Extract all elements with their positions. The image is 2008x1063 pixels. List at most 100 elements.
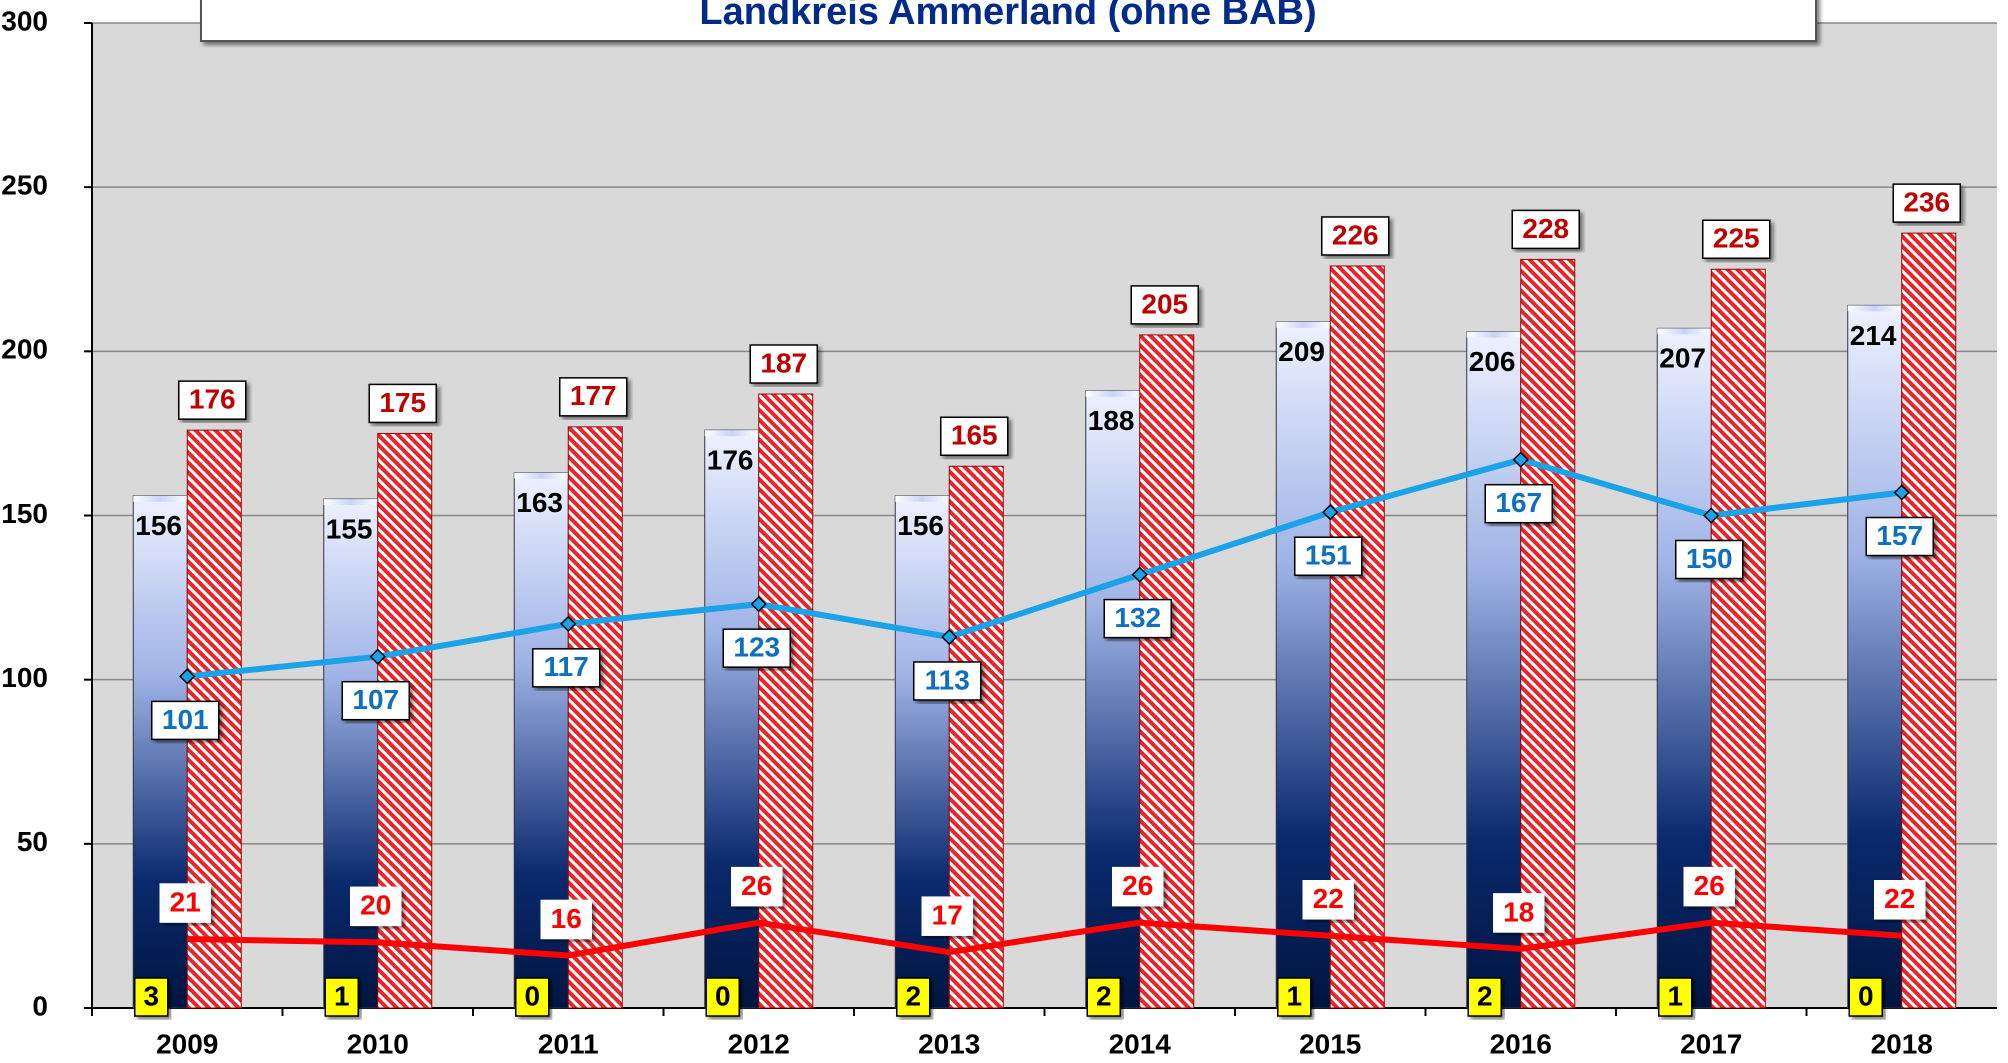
count-label: 1 [334, 980, 350, 1011]
bar-value-label: 156 [135, 510, 182, 541]
bar-value-label: 225 [1713, 223, 1760, 254]
line-value-label: 123 [733, 632, 780, 663]
line-value-label-box [722, 628, 791, 668]
title-box [200, 0, 1817, 42]
bar-value-label-box [178, 380, 247, 420]
count-label: 1 [1286, 980, 1302, 1011]
line-value-label-box [1675, 539, 1744, 580]
line-value-label: 113 [925, 664, 970, 695]
line-value-label-box [1112, 866, 1164, 907]
line-value-label: 167 [1495, 487, 1542, 518]
count-label: 3 [143, 980, 159, 1011]
count-label-box [324, 977, 359, 1017]
line-value-label-box [350, 886, 402, 927]
bar-value-label: 207 [1659, 343, 1706, 374]
bar-cap [323, 499, 378, 506]
line-value-label: 26 [741, 870, 772, 901]
line-value-label: 21 [170, 886, 201, 917]
bar-value-label-box [1702, 219, 1771, 259]
y-tick-label: 200 [1, 334, 48, 365]
x-tick-label: 2018 [1871, 1028, 1933, 1059]
line-value-label: 17 [932, 900, 963, 931]
line-value-label: 22 [1884, 883, 1915, 914]
bar-cap [704, 430, 759, 437]
line-value-label: 22 [1313, 883, 1344, 914]
chart-title: Landkreis Ammerland (ohne BAB) [699, 0, 1316, 33]
count-label-box [705, 977, 740, 1017]
count-label-box [1086, 977, 1121, 1017]
bar-value-label-box [1321, 216, 1390, 256]
count-label: 1 [1667, 980, 1683, 1011]
bar-value-label-box [368, 383, 437, 424]
line [187, 919, 1902, 959]
count-label-box [896, 977, 931, 1017]
x-tick-label: 2009 [156, 1028, 218, 1059]
bar [132, 495, 188, 1009]
x-tick-label: 2016 [1490, 1028, 1552, 1059]
bar-value-label: 177 [570, 380, 617, 411]
bar-value-label: 226 [1332, 219, 1379, 250]
bar [758, 393, 814, 1009]
point [179, 668, 196, 685]
bar-value-label-box [1511, 209, 1580, 250]
line-value-label-box [1103, 598, 1172, 639]
bar-cap [1657, 328, 1712, 335]
line [186, 456, 1903, 680]
y-tick-label: 100 [1, 662, 48, 693]
line-value-label-box [540, 899, 592, 940]
line-value-label-box [532, 648, 601, 688]
line-value-label-box [1294, 536, 1363, 576]
point [1893, 484, 1910, 501]
bar [1139, 334, 1195, 1009]
x-tick-label: 2011 [538, 1028, 599, 1059]
y-tick-label: 300 [1, 5, 48, 36]
bar-value-label: 165 [951, 420, 998, 451]
count-label: 2 [905, 980, 921, 1011]
line-value-label: 26 [1122, 870, 1153, 901]
bar-value-label-box [749, 344, 818, 384]
point [1322, 504, 1339, 521]
line-value-label-box [1683, 866, 1735, 907]
x-tick-label: 2015 [1299, 1028, 1361, 1059]
line-value-label-box [921, 896, 973, 936]
line-value-label: 117 [544, 651, 589, 682]
count-label-box [1277, 977, 1312, 1017]
bar-value-label: 175 [379, 387, 426, 418]
bar [1901, 232, 1957, 1009]
bar [323, 498, 379, 1009]
line-value-label-box [1493, 893, 1545, 933]
bar-cap [133, 495, 188, 502]
line-value-label: 20 [360, 890, 391, 921]
point [941, 628, 958, 646]
line-value-label: 26 [1694, 870, 1725, 901]
line-value-label: 151 [1305, 540, 1352, 571]
line-value-label: 132 [1114, 602, 1161, 633]
y-tick-label: 150 [1, 498, 48, 529]
line-value-label-box [159, 883, 211, 923]
x-tick-label: 2017 [1680, 1028, 1742, 1059]
bar-cap [1466, 331, 1521, 338]
y-tick-label: 0 [32, 990, 48, 1021]
bar-value-label: 155 [326, 513, 373, 544]
bar-cap [1085, 390, 1140, 397]
count-label: 2 [1477, 980, 1493, 1011]
line-value-label: 101 [162, 704, 209, 735]
bar-value-label: 156 [897, 510, 944, 541]
bar-value-label: 205 [1141, 288, 1188, 319]
count-label: 2 [1096, 980, 1112, 1011]
bar-cap [514, 472, 569, 479]
count-label-box [515, 977, 550, 1017]
bar-value-label: 188 [1088, 405, 1135, 436]
x-tick-label: 2012 [728, 1028, 790, 1059]
bar-value-label: 228 [1522, 213, 1569, 244]
line-value-label: 16 [551, 903, 582, 934]
bar-cap [1847, 305, 1902, 312]
line-value-label: 107 [352, 684, 399, 715]
bar-value-label: 176 [189, 384, 236, 415]
count-label: 0 [1858, 980, 1874, 1011]
line-value-label-box [731, 866, 783, 907]
count-label: 0 [715, 980, 731, 1011]
point [560, 615, 577, 632]
